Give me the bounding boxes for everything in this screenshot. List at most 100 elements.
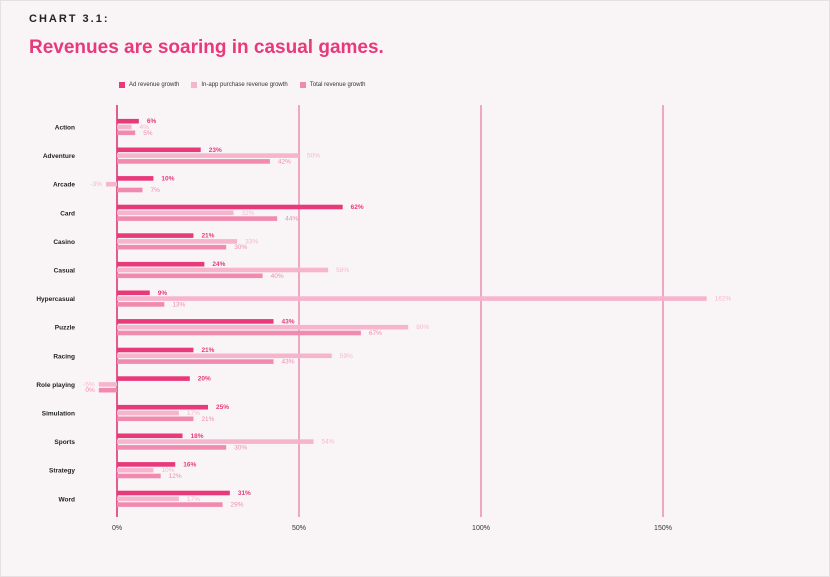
data-label: 43% [282,359,295,366]
x-tick-label: 50% [292,525,306,532]
bar-iap [117,296,707,301]
bar-ad [117,433,183,439]
data-label: 24% [212,261,225,268]
x-tick-label: 100% [472,525,490,532]
x-tick-label: 0% [112,525,122,532]
data-label: 7% [150,187,160,194]
bar-iap [117,439,314,444]
category-label: Puzzle [55,325,76,332]
category-label: Action [55,125,75,132]
data-label: 80% [416,324,429,331]
data-label: 0% [85,387,95,394]
data-label: 20% [198,376,211,383]
data-label: 17% [187,410,200,417]
data-label: 10% [161,175,174,182]
category-label: Hypercasual [36,296,75,303]
data-label: 40% [271,273,284,280]
legend: Ad revenue growth In-app purchase revenu… [119,82,365,88]
category-label: Sports [54,439,75,446]
data-label: 10% [161,467,174,474]
bar-total [117,159,270,164]
bar-total [117,273,263,279]
legend-label-ad: Ad revenue growth [129,82,180,88]
bar-iap [98,382,117,387]
bar-ad [117,118,139,124]
data-label: 50% [307,153,320,160]
bar-ad [117,176,154,181]
data-label: 30% [234,444,247,451]
bar-total [117,302,165,307]
x-tick-label: 150% [654,525,672,532]
category-label: Card [60,210,75,217]
bar-iap [117,410,179,416]
data-label: 67% [369,330,382,337]
bar-iap [117,496,179,502]
data-label: 32% [241,210,254,217]
data-label: 5% [143,130,153,137]
category-label: Racing [53,353,75,360]
data-label: 9% [158,290,168,297]
data-label: 31% [238,490,251,497]
category-label: Simulation [42,411,75,418]
bar-ad [117,261,205,267]
data-label: 30% [234,244,247,251]
category-label: Role playing [36,382,75,389]
bar-total [117,130,136,136]
bar-total [117,330,361,336]
bar-ad [117,290,150,296]
bar-total [117,244,227,250]
bar-ad [117,319,274,324]
bar-iap [117,353,332,359]
data-label: 4% [140,124,150,131]
data-label: 54% [322,439,335,446]
data-label: 17% [187,496,200,503]
data-label: 29% [231,502,244,509]
data-label: -5% [83,381,95,388]
data-label: 59% [340,353,353,360]
legend-label-iap: In-app purchase revenue growth [201,82,288,88]
legend-item-ad: Ad revenue growth [119,82,179,88]
bar-iap [117,324,409,330]
category-label: Casino [53,239,75,246]
data-label: 162% [715,296,732,303]
legend-item-iap: In-app purchase revenue growth [191,82,288,88]
bar-ad [117,462,176,467]
bar-total [98,387,117,393]
legend-swatch-iap [191,82,198,88]
data-label: 58% [336,267,349,274]
category-label: Adventure [43,153,76,160]
data-label: 16% [183,461,196,468]
bar-total [117,187,143,193]
category-label: Casual [54,268,76,275]
data-label: 13% [172,301,185,308]
data-label: 21% [201,233,214,240]
category-label: Arcade [53,182,75,189]
bar-ad [117,347,194,353]
chart-title: Revenues are soaring in casual games. [29,37,384,58]
bar-ad [117,376,190,381]
data-label: 21% [201,347,214,354]
data-label: 21% [201,416,214,423]
bar-total [117,502,223,507]
legend-item-total: Total revenue growth [299,82,366,88]
bar-iap [117,267,329,273]
data-label: 18% [191,433,204,440]
bar-ad [117,204,343,210]
legend-label-total: Total revenue growth [309,82,366,88]
bar-iap [117,153,299,158]
data-label: 44% [285,216,298,223]
data-label: 43% [282,318,295,325]
bar-ad [117,490,230,496]
bar-total [117,416,194,422]
bar-total [117,359,274,364]
legend-swatch-ad [119,82,125,88]
bar-iap [117,239,238,244]
bar-ad [117,233,194,238]
bar-iap [106,181,117,187]
category-label: Word [59,496,76,503]
bar-total [117,216,278,221]
bar-total [117,473,161,479]
data-label: 12% [169,473,182,480]
